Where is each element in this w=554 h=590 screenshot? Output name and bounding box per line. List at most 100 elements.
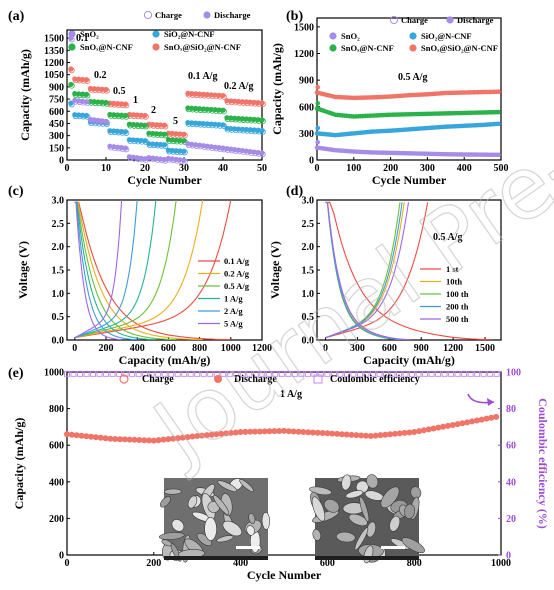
sem-particle — [261, 512, 271, 530]
discharge-point — [459, 420, 466, 427]
charge-point — [123, 129, 130, 136]
charge-point — [162, 142, 169, 149]
discharge-point — [145, 437, 152, 444]
x-tick-label: 300 — [350, 343, 365, 354]
y-tick-label: 0.0 — [302, 336, 315, 347]
legend-label: 10th — [446, 277, 462, 287]
discharge-point — [435, 424, 442, 431]
efficiency-point — [278, 370, 285, 377]
y-axis-label: Voltage (V) — [16, 241, 30, 299]
sem-particle — [160, 496, 171, 508]
legend-label: 100 th — [446, 289, 469, 299]
efficiency-point — [487, 370, 494, 377]
discharge-point — [425, 426, 432, 433]
x-axis-label: Cycle Number — [247, 568, 322, 582]
discharge-point — [334, 430, 341, 437]
discharge-point — [391, 430, 398, 437]
y-tick-label: 300 — [49, 131, 64, 142]
legend-e-charge: Charge — [142, 374, 174, 385]
efficiency-point — [357, 370, 363, 377]
sem-particle — [359, 496, 370, 522]
sem-image-1 — [158, 478, 271, 563]
discharge-point — [358, 432, 365, 439]
efficiency-point — [142, 370, 149, 377]
rate-label-5: 5 — [173, 116, 178, 127]
efficiency-point — [298, 370, 305, 377]
discharge-point — [112, 435, 119, 442]
panel-label-b: (b) — [286, 9, 303, 24]
discharge-curve — [74, 201, 177, 341]
y-tick-label: 200 — [49, 514, 64, 525]
x-tick-label: 1500 — [475, 343, 495, 354]
efficiency-point — [122, 370, 129, 377]
efficiency-point — [350, 370, 357, 377]
discharge-point — [170, 435, 177, 442]
legend-b-snox-sio2: SnOₓ@SiO₂@N-CNF — [421, 43, 498, 53]
charge-point — [220, 108, 227, 115]
efficiency-point — [376, 370, 383, 377]
legend-label: 0.5 A/g — [224, 281, 250, 291]
legend-label: 2 A/g — [224, 306, 243, 316]
discharge-point — [68, 431, 75, 438]
efficiency-point — [330, 370, 337, 377]
discharge-point — [218, 430, 225, 437]
x-tick-label: 10 — [101, 163, 111, 174]
efficiency-point — [259, 370, 266, 377]
panel-label-d: (d) — [286, 184, 303, 199]
efficiency-point — [174, 370, 181, 377]
discharge-curve — [74, 201, 203, 341]
y-axis-label: Capacity (mAh/g) — [18, 49, 32, 141]
x-tick-label: 200 — [383, 163, 398, 174]
y2-tick-label: 60 — [506, 441, 516, 452]
y2-tick-label: 100 — [506, 368, 521, 379]
charge-point — [84, 92, 91, 99]
panel-label-a: (a) — [8, 9, 25, 24]
sem-particle — [164, 488, 182, 495]
sem-particle — [366, 474, 379, 489]
discharge-point — [343, 431, 350, 438]
discharge-point — [367, 433, 374, 440]
discharge-point — [285, 428, 292, 435]
legend-b-sio2: SiO₂@N-CNF — [421, 31, 472, 41]
x-tick-label: 400 — [130, 343, 145, 354]
sem-particle — [348, 513, 368, 527]
discharge-point — [396, 430, 403, 437]
discharge-point — [430, 425, 437, 432]
y-tick-label: 1.5 — [302, 266, 315, 277]
efficiency-point — [187, 370, 194, 377]
sem-particle — [161, 539, 173, 547]
chart-d: 0 300 600 900 1200 1500 0.0 0.5 1.0 1.5 2.0 2.5 3.0 C… — [268, 196, 502, 367]
discharge-point — [126, 436, 133, 443]
discharge-point — [83, 433, 90, 440]
sem-particle — [380, 486, 400, 509]
sem-particle — [389, 515, 401, 532]
efficiency-point — [428, 370, 435, 377]
y-tick-label: 2.5 — [52, 219, 65, 230]
efficiency-point — [363, 370, 370, 377]
x-tick-label: 900 — [414, 343, 429, 354]
sem-particle — [312, 528, 322, 541]
discharge-point — [117, 436, 124, 443]
efficiency-point — [220, 370, 227, 377]
legend-e: Charge Discharge Coulombic efficiency — [119, 374, 420, 385]
discharge-point — [319, 430, 326, 437]
y-tick-label: 3.0 — [52, 196, 65, 207]
legend-a-charge: Charge — [155, 10, 182, 20]
charge-point — [259, 151, 266, 158]
discharge-point — [242, 428, 249, 435]
charge-curve — [74, 199, 157, 339]
efficiency-point — [480, 370, 487, 377]
sem-image-2 — [309, 474, 425, 564]
discharge-point — [64, 431, 70, 438]
discharge-point — [92, 434, 99, 441]
discharge-point — [469, 418, 476, 425]
discharge-point — [449, 422, 456, 429]
discharge-point — [213, 431, 220, 438]
efficiency-point — [181, 370, 188, 377]
x-tick-label: 600 — [320, 558, 335, 569]
y-tick-label: 600 — [49, 441, 64, 452]
charge-point — [103, 119, 110, 126]
charge-point — [68, 82, 75, 89]
efficiency-arrow — [467, 393, 495, 406]
efficiency-point — [129, 370, 136, 377]
